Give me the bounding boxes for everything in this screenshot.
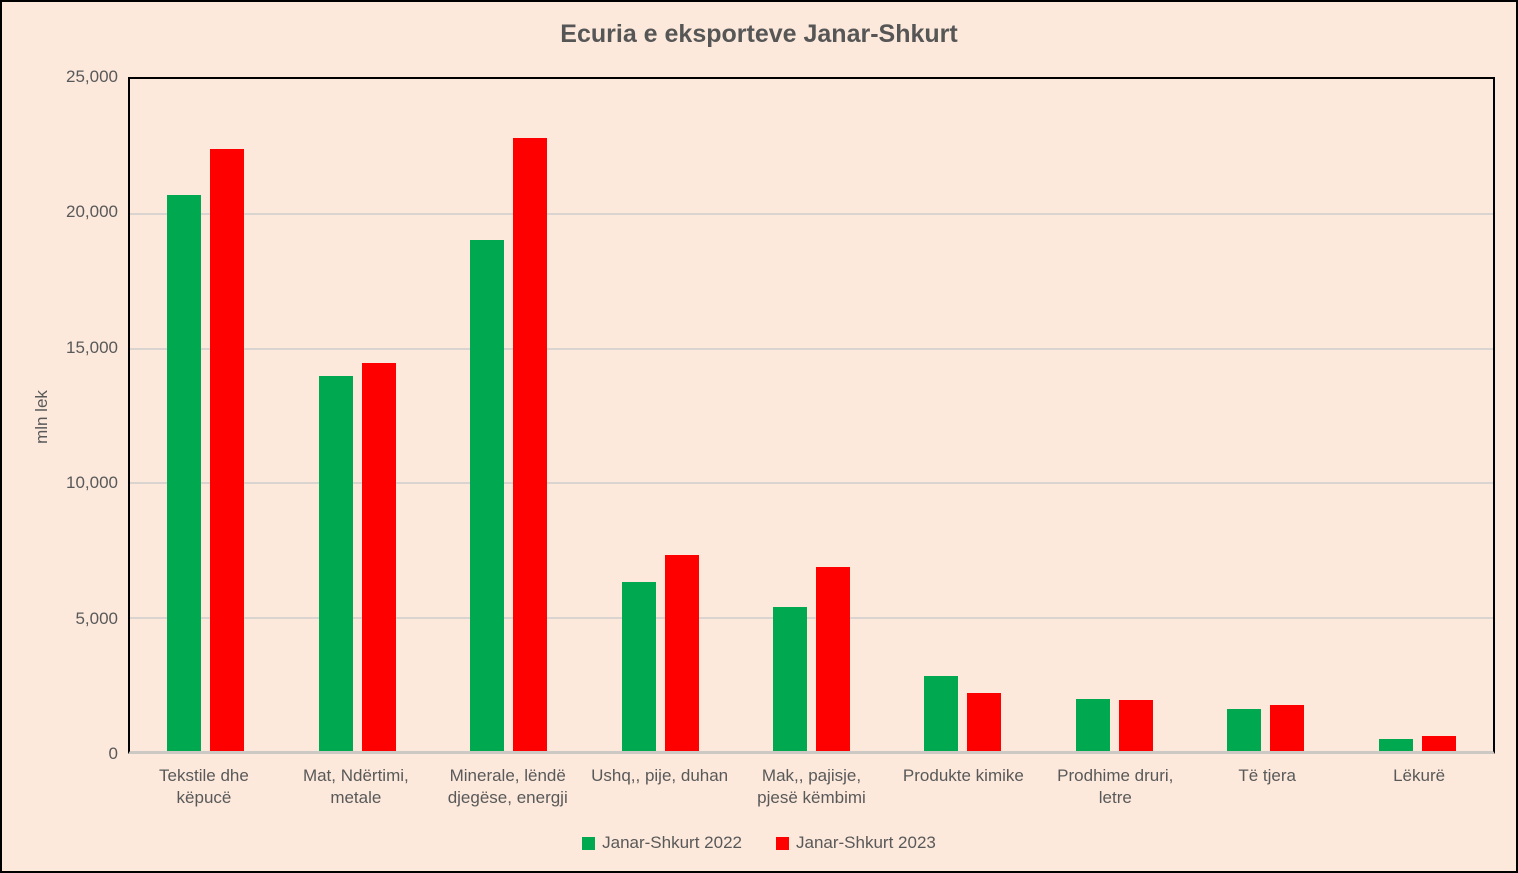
bar-group-2 [281,79,432,751]
chart-title: Ecuria e eksporteve Janar-Shkurt [560,20,958,48]
bar-group-5 [736,79,887,751]
legend-label-2023: Janar-Shkurt 2023 [796,833,936,852]
bar-2023-5 [815,566,850,751]
bar-group-8 [1190,79,1341,751]
gridline [130,482,1493,485]
bar-2023-2 [361,362,396,751]
y-tick-label: 15,000 [66,337,118,357]
bar-2023-3 [513,138,548,751]
bar-2022-5 [772,607,807,751]
legend: Janar-Shkurt 2022 Janar-Shkurt 2023 [2,833,1516,853]
bar-2023-8 [1270,705,1305,751]
bar-2022-7 [1075,698,1110,751]
bar-2023-1 [210,148,245,751]
bar-2023-7 [1118,699,1153,751]
y-tick-label: 10,000 [66,473,118,493]
legend-item-2023: Janar-Shkurt 2023 [776,833,936,853]
bar-2022-1 [167,194,202,751]
x-axis-label-1: Tekstile dhe këpucë [159,766,249,807]
x-axis-label-5: Mak,, pajisje, pjesë këmbimi [757,766,866,807]
x-axis-label-4: Ushq,, pije, duhan [591,766,729,785]
x-axis-label-7: Prodhime druri, letre [1057,766,1174,807]
plot-area [128,77,1495,754]
bar-2022-2 [318,376,353,751]
bar-2023-9 [1421,736,1456,751]
gridline [130,213,1493,216]
y-axis-ticks: 0 5,000 10,000 15,000 20,000 25,000 [2,2,118,871]
legend-label-2022: Janar-Shkurt 2022 [602,833,742,852]
bar-group-3 [433,79,584,751]
bar-2022-8 [1227,709,1262,751]
y-tick-label: 25,000 [66,67,118,86]
gridline [130,347,1493,350]
bar-2022-6 [924,675,959,751]
legend-swatch-2022-icon [582,836,596,850]
y-tick-label: 5,000 [75,608,118,628]
gridline [130,616,1493,619]
bar-group-9 [1342,79,1493,751]
x-axis-label-8: Të tjera [1238,766,1296,785]
bar-2023-6 [967,693,1002,751]
y-tick-label: 20,000 [66,202,118,222]
bar-2022-4 [621,581,656,751]
bar-2022-3 [470,240,505,751]
x-axis-label-3: Minerale, lëndë djegëse, energji [447,766,568,807]
bar-group-4 [584,79,735,751]
x-axis-labels: Tekstile dhe këpucë Mat, Ndërtimi, metale… [128,765,1495,809]
x-axis-label-2: Mat, Ndërtimi, metale [302,766,409,807]
legend-swatch-2023-icon [776,836,789,850]
bar-2023-4 [664,554,699,751]
legend-item-2022: Janar-Shkurt 2022 [582,833,742,853]
y-tick-label: 0 [108,744,118,763]
bar-group-7 [1039,79,1190,751]
bar-group-6 [887,79,1038,751]
bar-group-1 [130,79,281,751]
x-axis-label-9: Lëkurë [1393,766,1446,785]
x-axis-label-6: Produkte kimike [902,766,1024,785]
bar-2022-9 [1378,738,1413,751]
bar-slots [130,79,1493,751]
